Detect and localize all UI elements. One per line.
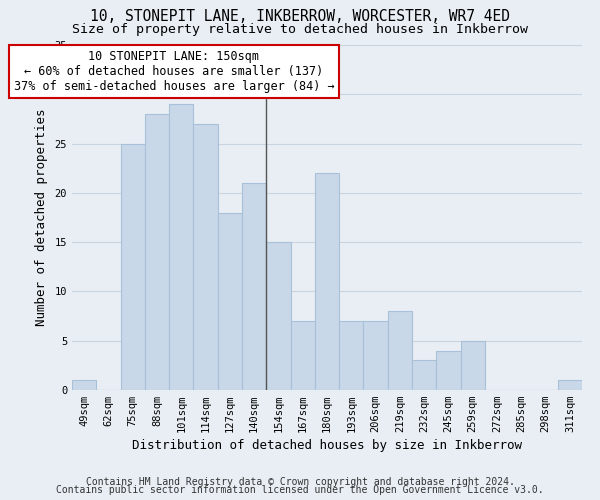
X-axis label: Distribution of detached houses by size in Inkberrow: Distribution of detached houses by size …	[132, 440, 522, 452]
Bar	[558, 380, 582, 390]
Bar	[436, 350, 461, 390]
Text: 10, STONEPIT LANE, INKBERROW, WORCESTER, WR7 4ED: 10, STONEPIT LANE, INKBERROW, WORCESTER,…	[90, 9, 510, 24]
Bar	[169, 104, 193, 390]
Y-axis label: Number of detached properties: Number of detached properties	[35, 109, 47, 326]
Text: Contains HM Land Registry data © Crown copyright and database right 2024.: Contains HM Land Registry data © Crown c…	[86, 477, 514, 487]
Bar	[72, 380, 96, 390]
Bar	[266, 242, 290, 390]
Bar	[315, 173, 339, 390]
Bar	[193, 124, 218, 390]
Bar	[145, 114, 169, 390]
Bar	[242, 183, 266, 390]
Bar	[388, 311, 412, 390]
Bar	[290, 321, 315, 390]
Bar	[121, 144, 145, 390]
Bar	[364, 321, 388, 390]
Text: Contains public sector information licensed under the Open Government Licence v3: Contains public sector information licen…	[56, 485, 544, 495]
Text: 10 STONEPIT LANE: 150sqm
← 60% of detached houses are smaller (137)
37% of semi-: 10 STONEPIT LANE: 150sqm ← 60% of detach…	[14, 50, 334, 93]
Text: Size of property relative to detached houses in Inkberrow: Size of property relative to detached ho…	[72, 22, 528, 36]
Bar	[461, 340, 485, 390]
Bar	[339, 321, 364, 390]
Bar	[218, 212, 242, 390]
Bar	[412, 360, 436, 390]
